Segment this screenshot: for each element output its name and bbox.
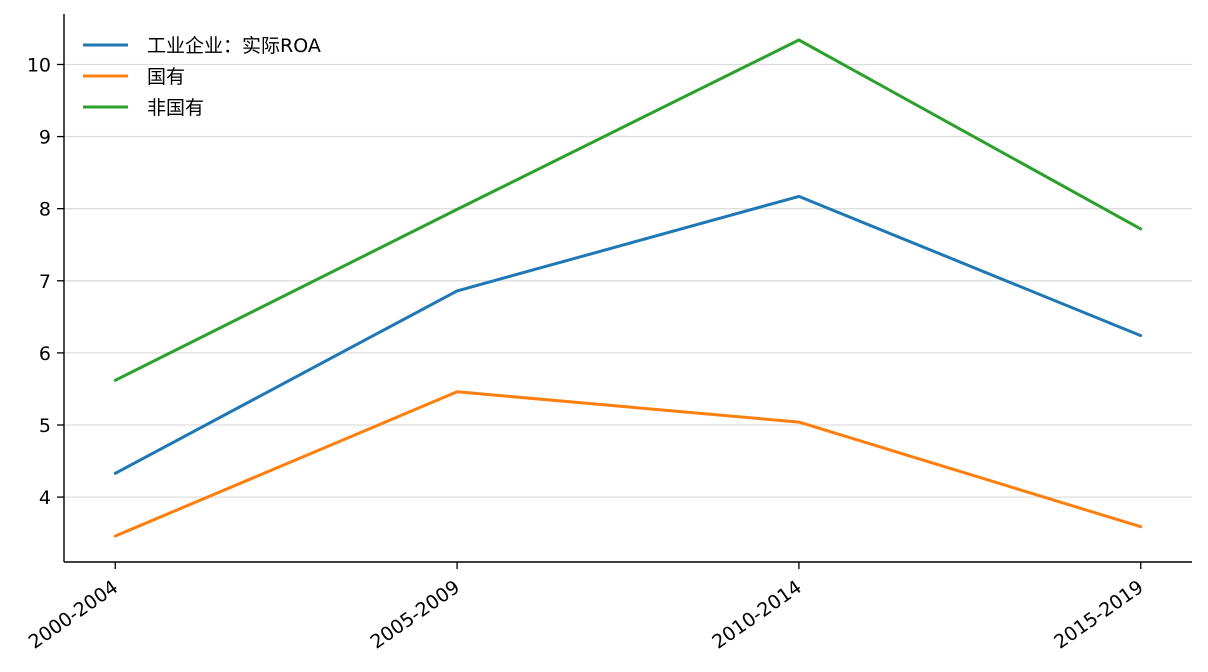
series-line-1	[113, 390, 1143, 538]
y-tick-label: 7	[39, 271, 51, 293]
y-tick-label: 5	[39, 415, 51, 437]
series-lines	[113, 38, 1143, 538]
y-axis-ticks: 4 5 6 7 8 9 10	[27, 54, 64, 509]
x-axis-ticks: 2000-2004 2005-2009 2010-2014 2015-2019	[25, 562, 1148, 654]
y-tick-label: 10	[27, 54, 51, 76]
legend-label: 国有	[147, 66, 185, 88]
legend-label: 工业企业：实际ROA	[147, 35, 321, 57]
y-tick-label: 8	[39, 199, 51, 221]
x-tick-label: 2015-2019	[1050, 576, 1147, 653]
y-tick-label: 4	[39, 487, 51, 509]
axes	[63, 14, 1192, 563]
x-tick-label: 2000-2004	[25, 576, 122, 653]
y-tick-label: 6	[39, 343, 51, 365]
y-tick-label: 9	[39, 127, 51, 149]
grid-lines	[64, 63, 1192, 498]
x-tick-label: 2005-2009	[366, 576, 463, 653]
x-tick-label: 2010-2014	[708, 576, 805, 653]
legend-label: 非国有	[147, 97, 204, 119]
series-line-2	[113, 38, 1143, 382]
series-line-0	[113, 194, 1143, 475]
